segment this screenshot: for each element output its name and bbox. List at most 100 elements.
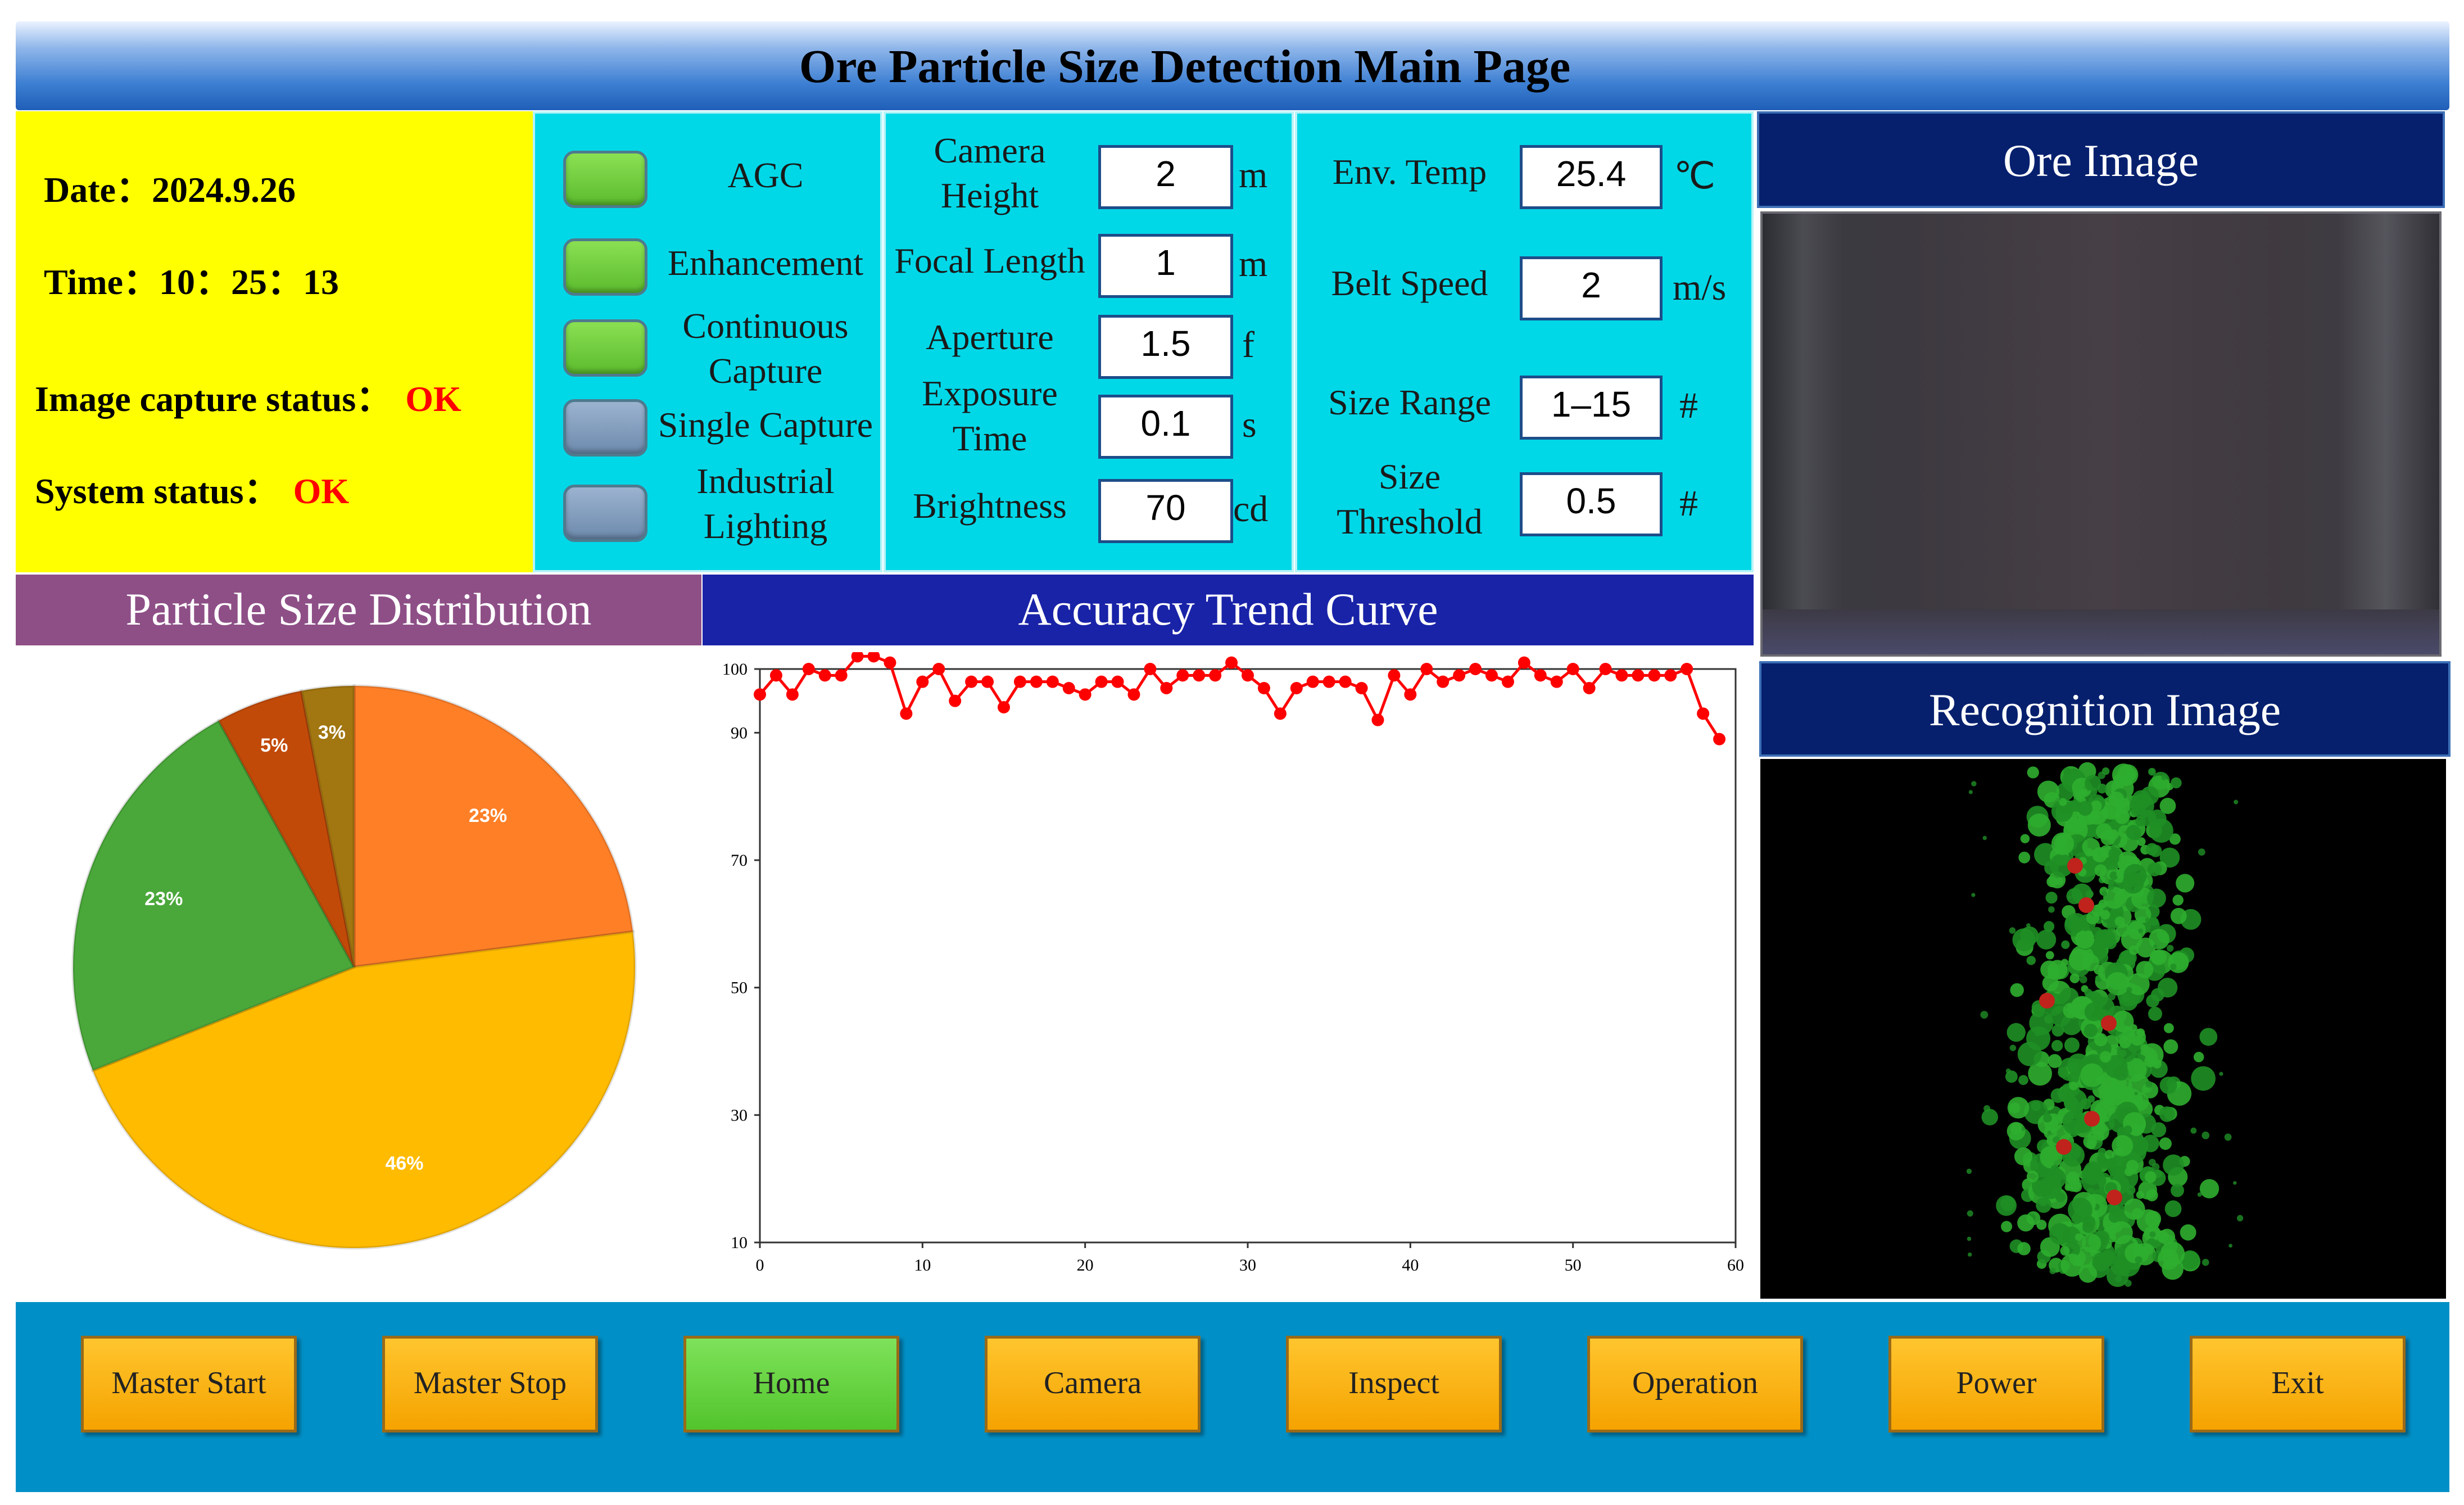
green-particle (2051, 832, 2075, 855)
size-range-label: Size Range (1328, 382, 1491, 422)
green-particle (2080, 1098, 2091, 1110)
industrial-lighting-label: Industrial Lighting (653, 459, 878, 549)
green-particle (2093, 853, 2100, 861)
green-particle (2224, 1133, 2232, 1141)
series-point (1306, 675, 1319, 688)
green-particle (2082, 954, 2099, 971)
exposure-time-field[interactable]: 0.1 (1098, 395, 1233, 459)
green-particle (2046, 876, 2058, 888)
green-particle (2159, 1228, 2176, 1245)
agc-toggle[interactable] (563, 151, 647, 208)
x-tick-label: 10 (914, 1256, 931, 1274)
master-start-button[interactable]: Master Start (81, 1336, 297, 1432)
camera-params-panel: Camera Height 2 m Focal Length 1 m Apert… (884, 111, 1294, 572)
master-stop-button[interactable]: Master Stop (382, 1336, 598, 1432)
green-particle (2001, 1221, 2013, 1232)
industrial-lighting-label-line1: Industrial (696, 461, 835, 501)
series-point (1176, 669, 1189, 682)
green-particle (2051, 1024, 2064, 1037)
series-point (754, 688, 766, 701)
continuous-capture-toggle[interactable] (563, 319, 647, 377)
green-particle (2026, 923, 2031, 928)
green-particle (2103, 887, 2126, 909)
pie-slice (90, 930, 637, 1250)
belt-speed-field[interactable]: 2 (1520, 256, 1663, 320)
green-particle (2036, 929, 2057, 950)
series-point (949, 694, 962, 707)
green-particle (2148, 1159, 2156, 1167)
green-particle (2104, 936, 2117, 950)
x-axis-ticks: 0 10 20 30 40 50 60 (756, 1242, 1744, 1274)
pie-slice (352, 684, 635, 969)
enhancement-label: Enhancement (667, 243, 864, 283)
green-particle (2043, 1166, 2047, 1170)
industrial-lighting-toggle[interactable] (563, 485, 647, 542)
green-particle (2234, 799, 2239, 805)
pie-slice (71, 718, 356, 1073)
belt-speed-label: Belt Speed (1331, 263, 1488, 303)
green-particle (2017, 1042, 2042, 1066)
green-particle (2128, 945, 2139, 955)
series-point (1079, 688, 1091, 701)
brightness-field[interactable]: 70 (1098, 479, 1233, 543)
y-tick-label: 70 (731, 851, 748, 870)
title-bar (16, 21, 2449, 110)
green-particle (2083, 1023, 2098, 1037)
red-particle (2084, 1111, 2100, 1127)
aperture-unit: f (1242, 324, 1254, 365)
y-axis-ticks: 10 30 50 70 90 100 (722, 660, 760, 1252)
green-particle (2145, 843, 2158, 856)
green-particle (2020, 926, 2039, 945)
inspect-button[interactable]: Inspect (1286, 1336, 1502, 1432)
single-capture-toggle[interactable] (563, 399, 647, 457)
green-particle (2079, 1179, 2084, 1184)
pie-slice-label: 23% (469, 805, 507, 826)
y-tick-label: 10 (731, 1233, 748, 1252)
red-particle (2067, 858, 2083, 874)
system-status-line: System status： OK (35, 462, 349, 514)
home-button[interactable]: Home (683, 1336, 899, 1432)
green-particle (2163, 1154, 2184, 1176)
green-particle (2064, 1096, 2079, 1111)
camera-height-label: Camera Height (886, 128, 1094, 218)
green-particle (2040, 1145, 2063, 1169)
exit-button[interactable]: Exit (2190, 1336, 2406, 1432)
green-particle (2171, 777, 2182, 789)
green-particle (2132, 1208, 2143, 1219)
green-particle (2176, 874, 2195, 893)
green-particle (2099, 1051, 2112, 1063)
size-range-field[interactable]: 1–15 (1520, 376, 1663, 440)
size-threshold-field[interactable]: 0.5 (1520, 472, 1663, 536)
x-tick-label: 0 (756, 1256, 764, 1274)
continuous-capture-label-line2: Capture (708, 351, 823, 391)
camera-button[interactable]: Camera (985, 1336, 1201, 1432)
focal-length-field[interactable]: 1 (1098, 234, 1233, 298)
enhancement-toggle[interactable] (563, 238, 647, 296)
green-particle (2055, 1192, 2066, 1203)
series-point (1566, 663, 1579, 675)
operation-button[interactable]: Operation (1587, 1336, 1803, 1432)
green-particle (2170, 907, 2187, 924)
green-particle (2138, 928, 2143, 934)
green-particle (1971, 893, 1976, 897)
green-particle (2049, 853, 2073, 878)
green-particle (2146, 994, 2159, 1008)
green-particle (2117, 1043, 2136, 1063)
capture-status-value: OK (405, 379, 461, 419)
green-particle (2066, 888, 2083, 905)
pie-slice-label: 23% (144, 888, 183, 910)
green-particle (2144, 1055, 2157, 1068)
info-panel: Date：2024.9.26 Time：10：25：13 Image captu… (16, 111, 533, 572)
series-point (1225, 656, 1238, 669)
camera-height-field[interactable]: 2 (1098, 145, 1233, 209)
green-particle (2163, 1023, 2174, 1033)
pie-slice-label: 3% (318, 722, 346, 743)
green-particle (2115, 1276, 2122, 1283)
green-particle (2114, 916, 2125, 926)
aperture-field[interactable]: 1.5 (1098, 315, 1233, 379)
env-temp-field[interactable]: 25.4 (1520, 145, 1663, 209)
green-particle (2094, 864, 2107, 877)
green-particle (2036, 1197, 2051, 1213)
exposure-time-label-line2: Time (952, 418, 1027, 458)
power-button[interactable]: Power (1888, 1336, 2104, 1432)
